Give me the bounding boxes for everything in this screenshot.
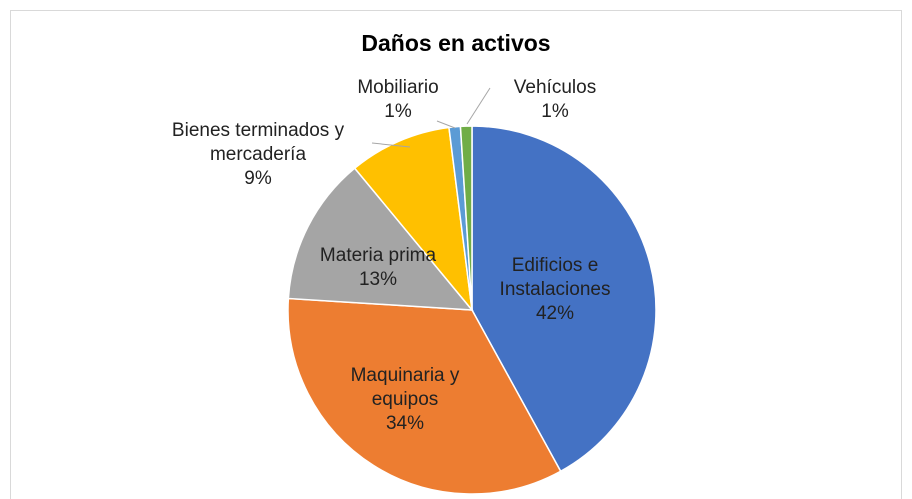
chart-border <box>10 10 902 499</box>
leader-line <box>466 87 491 125</box>
category-label: Maquinaria y equipos <box>350 365 460 410</box>
category-label: Materia prima <box>319 245 437 266</box>
value-label: 13% <box>358 269 398 290</box>
category-label: Edificios e Instalaciones <box>499 255 611 300</box>
pie-slice <box>459 125 473 311</box>
leader-line <box>371 142 411 148</box>
value-label: 9% <box>244 168 272 189</box>
category-label: Bienes terminados y mercadería <box>171 120 345 165</box>
slice-label: Vehículos 1% <box>514 76 596 124</box>
value-label: 1% <box>541 101 569 122</box>
leader-line <box>436 120 456 129</box>
category-label: Mobiliario <box>357 77 439 98</box>
slice-label: Maquinaria y equipos 34% <box>351 364 460 436</box>
pie-slice <box>353 126 474 313</box>
chart-title: Daños en activos <box>361 30 551 56</box>
slice-label: Edificios e Instalaciones 42% <box>500 254 611 326</box>
slice-label: Bienes terminados y mercadería 9% <box>172 119 344 191</box>
value-label: 34% <box>385 413 425 434</box>
pie-slice <box>471 125 657 473</box>
slice-label: Materia prima 13% <box>320 244 436 292</box>
pie-slice <box>287 297 562 495</box>
value-label: 1% <box>384 101 412 122</box>
value-label: 42% <box>535 303 575 324</box>
pie-slice <box>287 167 474 311</box>
slice-label: Mobiliario 1% <box>357 76 438 124</box>
category-label: Vehículos <box>513 77 597 98</box>
